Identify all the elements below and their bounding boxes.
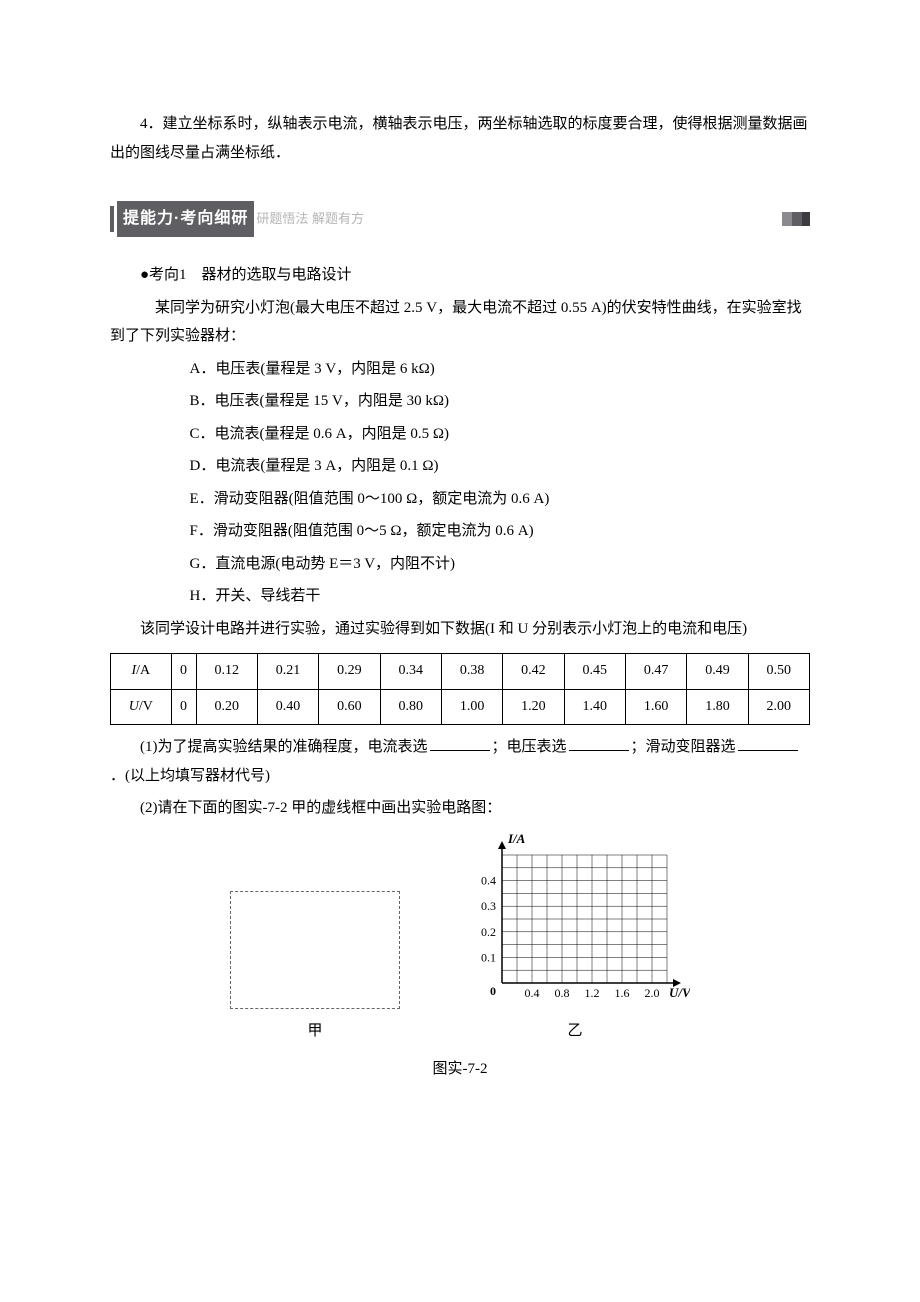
svg-text:1.6: 1.6: [615, 986, 630, 1000]
cell: 0.49: [687, 654, 748, 690]
cell: 0.50: [748, 654, 809, 690]
svg-text:2.0: 2.0: [645, 986, 660, 1000]
cell: 0.60: [319, 689, 380, 725]
svg-text:I/A: I/A: [507, 833, 526, 846]
cell: 0.29: [319, 654, 380, 690]
table-row: U/V 0 0.20 0.40 0.60 0.80 1.00 1.20 1.40…: [111, 689, 810, 725]
figure-left: 甲: [230, 891, 400, 1046]
figure-caption: 图实-7-2: [110, 1055, 810, 1084]
blank-voltmeter[interactable]: [569, 736, 629, 751]
equipment-list: A．电压表(量程是 3 V，内阻是 6 kΩ) B．电压表(量程是 15 V，内…: [110, 355, 810, 611]
q1-part-b: ；电压表选: [492, 739, 567, 755]
topic-heading: ●考向1 器材的选取与电路设计: [110, 261, 810, 290]
cell: 1.80: [687, 689, 748, 725]
cell: 0.80: [380, 689, 441, 725]
item-b: B．电压表(量程是 15 V，内阻是 30 kΩ): [190, 387, 811, 416]
q1-part-a: (1)为了提高实验结果的准确程度，电流表选: [140, 739, 428, 755]
cell: 0: [171, 689, 196, 725]
after-text: 该同学设计电路并进行实验，通过实验得到如下数据(I 和 U 分别表示小灯泡上的电…: [140, 621, 747, 637]
item-c: C．电流表(量程是 0.6 A，内阻是 0.5 Ω): [190, 420, 811, 449]
svg-text:0.2: 0.2: [481, 924, 496, 938]
svg-text:0.8: 0.8: [555, 986, 570, 1000]
figure-right-label: 乙: [460, 1017, 690, 1046]
cell: 1.20: [503, 689, 564, 725]
svg-text:U/V: U/V: [669, 985, 690, 1000]
item-d: D．电流表(量程是 3 A，内阻是 0.1 Ω): [190, 452, 811, 481]
section-title: 提能力·考向细研: [117, 201, 254, 237]
svg-text:0.4: 0.4: [525, 986, 540, 1000]
cell: 1.60: [625, 689, 686, 725]
grid-chart: 0.4 0.8 1.2 1.6 2.0 0.1 0.2 0.3 0.4 0 I/A U/V: [460, 833, 690, 1013]
cell: 0.47: [625, 654, 686, 690]
question-2: (2)请在下面的图实-7-2 甲的虚线框中画出实验电路图：: [110, 794, 810, 823]
cell: 0.21: [257, 654, 318, 690]
cell: 0.20: [196, 689, 257, 725]
item-f: F．滑动变阻器(阻值范围 0～5 Ω，额定电流为 0.6 A): [190, 517, 811, 546]
cell: 0.45: [564, 654, 625, 690]
svg-text:0.4: 0.4: [481, 873, 496, 887]
svg-text:0: 0: [490, 984, 496, 998]
blank-rheostat[interactable]: [738, 736, 798, 751]
cell: 0.12: [196, 654, 257, 690]
cell: 0.38: [441, 654, 502, 690]
figure-row: 甲 0.4 0.8 1.2 1.6 2.0 0.1 0.2 0.3 0.4 0 I/A U/V 乙: [110, 833, 810, 1046]
q1-part-d: ．(以上均填写器材代号): [110, 768, 270, 784]
svg-text:0.1: 0.1: [481, 950, 496, 964]
item-a: A．电压表(量程是 3 V，内阻是 6 kΩ): [190, 355, 811, 384]
intro-paragraph: 4．建立坐标系时，纵轴表示电流，横轴表示电压，两坐标轴选取的标度要合理，使得根据…: [110, 110, 810, 167]
after-paragraph: 该同学设计电路并进行实验，通过实验得到如下数据(I 和 U 分别表示小灯泡上的电…: [110, 615, 810, 644]
topic-lead: 某同学为研究小灯泡(最大电压不超过 2.5 V，最大电流不超过 0.55 A)的…: [110, 294, 810, 351]
question-1: (1)为了提高实验结果的准确程度，电流表选 ；电压表选 ；滑动变阻器选 ．(以上均填写…: [110, 733, 810, 790]
cell: 0.40: [257, 689, 318, 725]
table-row: I/A 0 0.12 0.21 0.29 0.34 0.38 0.42 0.45…: [111, 654, 810, 690]
section-stripe: [110, 206, 114, 232]
cell: 1.00: [441, 689, 502, 725]
item-e: E．滑动变阻器(阻值范围 0～100 Ω，额定电流为 0.6 A): [190, 485, 811, 514]
figure-left-label: 甲: [230, 1017, 400, 1046]
cell: 0.34: [380, 654, 441, 690]
section-subtitle: 研题悟法 解题有方: [256, 207, 364, 232]
cell: 0: [171, 654, 196, 690]
q1-part-c: ；滑动变阻器选: [631, 739, 736, 755]
row1-label: I/A: [111, 654, 172, 690]
blank-ammeter[interactable]: [430, 736, 490, 751]
row2-label: U/V: [111, 689, 172, 725]
section-header: 提能力·考向细研 研题悟法 解题有方: [110, 205, 810, 233]
svg-text:1.2: 1.2: [585, 986, 600, 1000]
item-g: G．直流电源(电动势 E＝3 V，内阻不计): [190, 550, 811, 579]
topic-lead-text: 某同学为研究小灯泡(最大电压不超过 2.5 V，最大电流不超过 0.55 A)的…: [110, 300, 802, 345]
section-tail-decoration: [782, 212, 810, 226]
cell: 1.40: [564, 689, 625, 725]
item-h: H．开关、导线若干: [190, 582, 811, 611]
data-table: I/A 0 0.12 0.21 0.29 0.34 0.38 0.42 0.45…: [110, 653, 810, 725]
figure-right: 0.4 0.8 1.2 1.6 2.0 0.1 0.2 0.3 0.4 0 I/A U/V 乙: [460, 833, 690, 1046]
circuit-draw-area[interactable]: [230, 891, 400, 1009]
cell: 2.00: [748, 689, 809, 725]
cell: 0.42: [503, 654, 564, 690]
svg-text:0.3: 0.3: [481, 899, 496, 913]
